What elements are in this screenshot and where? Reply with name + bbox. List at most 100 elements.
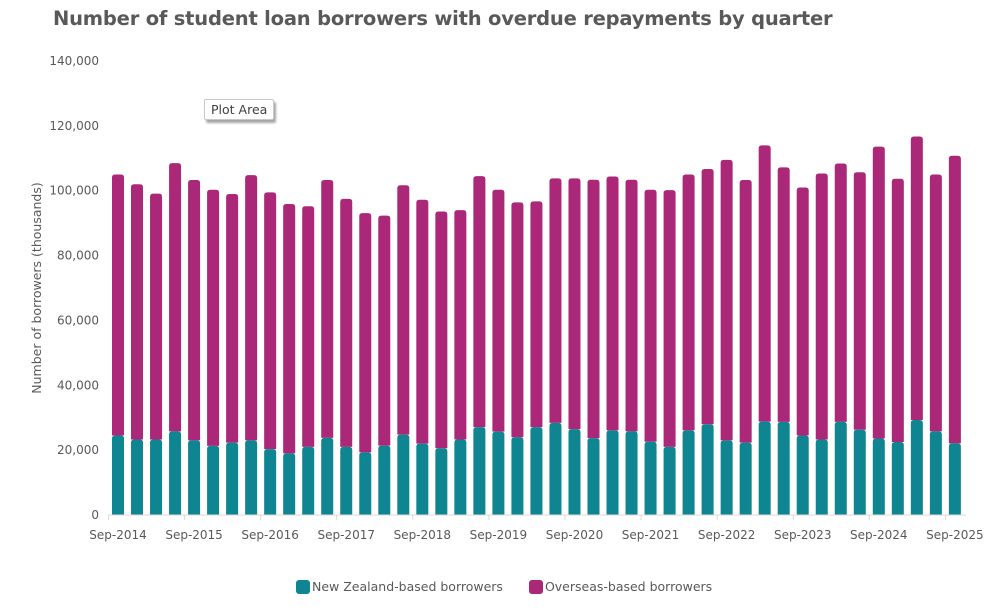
bar-overseas[interactable] xyxy=(929,174,942,432)
bar-overseas[interactable] xyxy=(549,178,562,423)
bar-overseas[interactable] xyxy=(188,180,201,441)
bar-overseas[interactable] xyxy=(454,210,467,440)
bar-overseas[interactable] xyxy=(815,173,828,440)
bar-overseas[interactable] xyxy=(378,215,391,446)
bar-overseas[interactable] xyxy=(245,175,258,441)
bar-nz[interactable] xyxy=(473,427,486,515)
bar-nz[interactable] xyxy=(701,424,714,515)
bar-nz[interactable] xyxy=(264,449,277,515)
legend-item-nz[interactable]: New Zealand-based borrowers xyxy=(296,579,503,594)
bar-overseas[interactable] xyxy=(834,163,847,422)
bar-series xyxy=(112,136,961,515)
bar-nz[interactable] xyxy=(720,440,733,515)
bar-nz[interactable] xyxy=(207,445,220,515)
bar-overseas[interactable] xyxy=(321,180,334,438)
bar-overseas[interactable] xyxy=(625,179,638,432)
y-tick-label: 20,000 xyxy=(57,443,99,457)
bar-nz[interactable] xyxy=(188,440,201,515)
bar-overseas[interactable] xyxy=(853,172,866,430)
bar-overseas[interactable] xyxy=(948,155,961,444)
bar-overseas[interactable] xyxy=(131,184,144,440)
bar-nz[interactable] xyxy=(872,438,885,515)
bar-overseas[interactable] xyxy=(511,202,524,438)
bar-overseas[interactable] xyxy=(112,174,124,436)
bar-overseas[interactable] xyxy=(777,167,790,422)
bar-nz[interactable] xyxy=(834,421,847,515)
bar-overseas[interactable] xyxy=(606,176,619,431)
bar-nz[interactable] xyxy=(454,439,467,515)
bar-overseas[interactable] xyxy=(264,192,277,450)
bar-overseas[interactable] xyxy=(872,146,885,439)
bar-overseas[interactable] xyxy=(397,185,410,435)
bar-overseas[interactable] xyxy=(701,168,714,425)
bar-overseas[interactable] xyxy=(302,206,315,447)
bar-overseas[interactable] xyxy=(720,159,733,441)
y-tick-label: 80,000 xyxy=(57,249,99,263)
bar-overseas[interactable] xyxy=(340,198,353,447)
x-tick-label: Sep-2025 xyxy=(926,528,984,542)
bar-nz[interactable] xyxy=(606,430,619,515)
bar-overseas[interactable] xyxy=(416,199,429,444)
bar-overseas[interactable] xyxy=(644,189,657,442)
bar-nz[interactable] xyxy=(891,442,904,515)
bar-nz[interactable] xyxy=(739,442,752,515)
bar-nz[interactable] xyxy=(169,431,182,515)
legend: New Zealand-based borrowers Overseas-bas… xyxy=(296,579,712,594)
bar-nz[interactable] xyxy=(948,443,961,515)
bar-nz[interactable] xyxy=(929,431,942,515)
bar-nz[interactable] xyxy=(283,453,296,515)
bar-nz[interactable] xyxy=(397,434,410,515)
bar-nz[interactable] xyxy=(511,437,524,515)
bar-overseas[interactable] xyxy=(530,201,543,428)
bar-nz[interactable] xyxy=(245,440,258,515)
bar-nz[interactable] xyxy=(758,421,771,515)
bar-overseas[interactable] xyxy=(492,189,505,432)
bar-nz[interactable] xyxy=(853,429,866,515)
bar-nz[interactable] xyxy=(530,427,543,515)
bar-overseas[interactable] xyxy=(568,178,581,430)
bar-nz[interactable] xyxy=(663,446,676,515)
bar-nz[interactable] xyxy=(435,448,448,515)
bar-overseas[interactable] xyxy=(891,178,904,443)
bar-overseas[interactable] xyxy=(473,176,486,428)
bar-overseas[interactable] xyxy=(283,204,296,454)
bar-nz[interactable] xyxy=(359,452,372,515)
bar-overseas[interactable] xyxy=(587,179,600,439)
bar-overseas[interactable] xyxy=(910,136,923,420)
bar-overseas[interactable] xyxy=(359,213,372,453)
bar-nz[interactable] xyxy=(340,446,353,515)
bar-nz[interactable] xyxy=(131,439,144,515)
bar-nz[interactable] xyxy=(625,431,638,515)
bar-nz[interactable] xyxy=(587,438,600,515)
bar-overseas[interactable] xyxy=(739,180,752,443)
legend-item-overseas[interactable]: Overseas-based borrowers xyxy=(528,579,712,594)
bar-nz[interactable] xyxy=(644,441,657,515)
bar-overseas[interactable] xyxy=(435,211,448,449)
bar-nz[interactable] xyxy=(226,442,239,515)
bar-nz[interactable] xyxy=(150,439,163,515)
bar-nz[interactable] xyxy=(549,422,562,515)
bar-nz[interactable] xyxy=(815,439,828,515)
bar-overseas[interactable] xyxy=(169,163,182,432)
bar-overseas[interactable] xyxy=(150,193,163,440)
bar-overseas[interactable] xyxy=(796,187,809,436)
legend-swatch-nz xyxy=(296,579,310,594)
bar-overseas[interactable] xyxy=(758,145,771,422)
bar-nz[interactable] xyxy=(302,446,315,515)
bar-nz[interactable] xyxy=(112,435,124,515)
bar-nz[interactable] xyxy=(910,419,923,515)
bar-overseas[interactable] xyxy=(226,193,239,443)
bar-nz[interactable] xyxy=(416,443,429,515)
bar-nz[interactable] xyxy=(321,437,334,515)
bar-nz[interactable] xyxy=(682,430,695,515)
bar-nz[interactable] xyxy=(492,431,505,515)
y-tick-label: 60,000 xyxy=(57,313,99,327)
bar-nz[interactable] xyxy=(568,429,581,515)
bar-nz[interactable] xyxy=(777,421,790,515)
bar-overseas[interactable] xyxy=(682,174,695,431)
bar-overseas[interactable] xyxy=(207,189,220,446)
bar-nz[interactable] xyxy=(378,445,391,515)
bar-nz[interactable] xyxy=(796,435,809,515)
bar-overseas[interactable] xyxy=(663,190,676,447)
